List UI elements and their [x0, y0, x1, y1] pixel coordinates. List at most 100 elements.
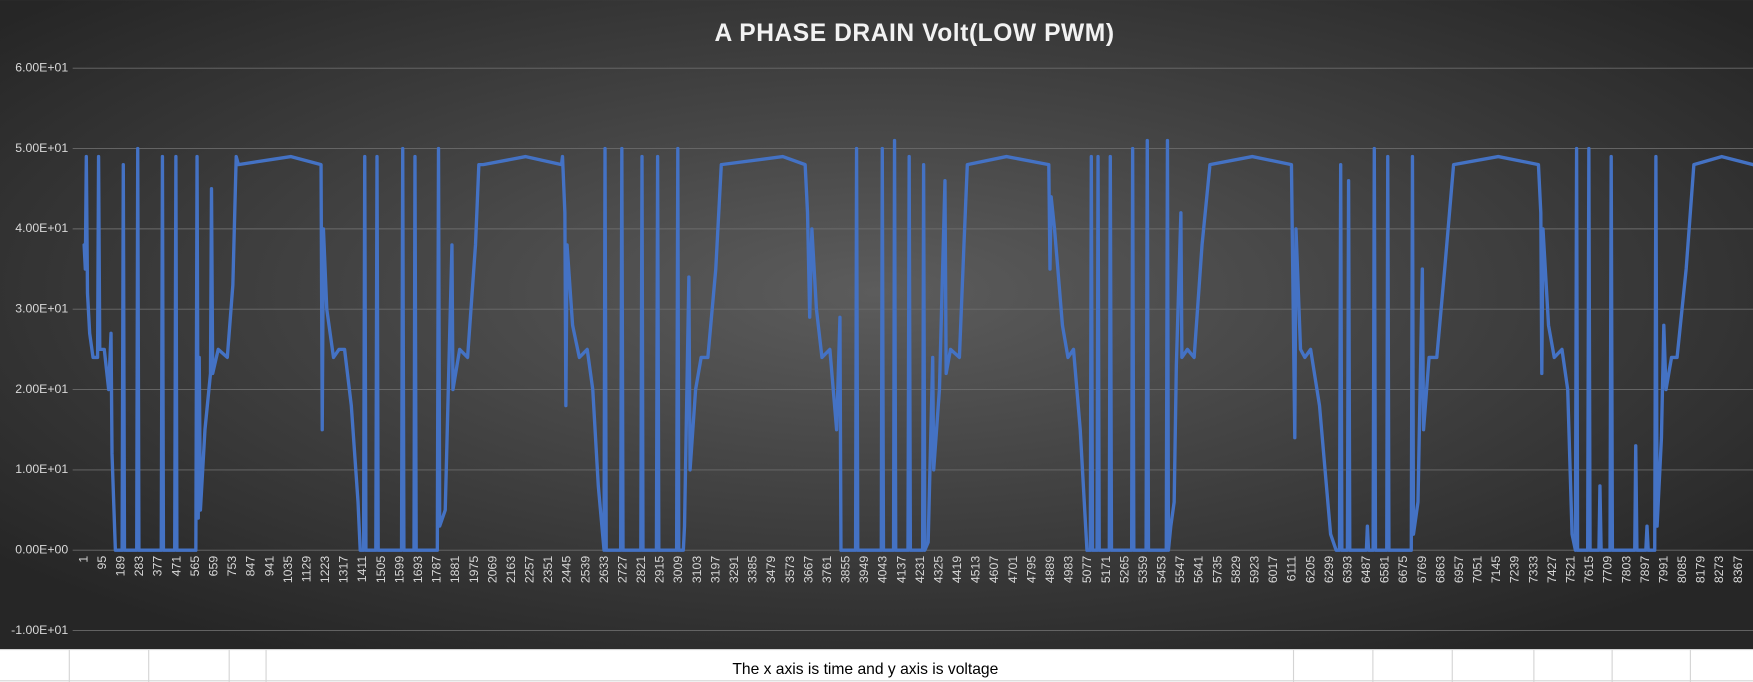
x-tick-label: 5077 — [1080, 556, 1094, 583]
x-tick-label: 7333 — [1526, 556, 1540, 583]
chart-area — [0, 0, 1753, 650]
x-tick-label: 7239 — [1508, 556, 1522, 583]
x-tick-label: 3761 — [820, 556, 834, 583]
x-tick-label: 5265 — [1117, 556, 1131, 583]
x-tick-label: 3291 — [727, 556, 741, 583]
x-tick-label: 6581 — [1378, 556, 1392, 583]
chart-title: A PHASE DRAIN Volt(LOW PWM) — [714, 20, 1114, 47]
x-tick-label: 753 — [225, 556, 239, 577]
x-tick-label: 2069 — [485, 556, 499, 583]
data-line — [82, 138, 1753, 552]
x-tick-label: 3103 — [690, 556, 704, 583]
x-tick-label: 471 — [169, 556, 183, 577]
x-tick-label: 6487 — [1359, 556, 1373, 583]
x-tick-label: 4325 — [931, 556, 945, 583]
x-tick-label: 7521 — [1564, 556, 1578, 583]
x-tick-label: 5923 — [1247, 556, 1261, 583]
x-tick-label: 8367 — [1731, 556, 1745, 583]
x-tick-label: 7427 — [1545, 556, 1559, 583]
x-tick-label: 6205 — [1303, 556, 1317, 583]
x-tick-label: 189 — [114, 556, 128, 577]
x-tick-label: 1129 — [299, 556, 313, 583]
x-tick-label: 2915 — [653, 556, 667, 583]
x-tick-label: 5829 — [1229, 556, 1243, 583]
y-tick-label: 0.00E+00 — [15, 542, 68, 556]
x-tick-label: 1599 — [392, 556, 406, 583]
x-tick-label: 3573 — [783, 556, 797, 583]
x-tick-label: 7709 — [1601, 556, 1615, 583]
x-tick-label: 4983 — [1062, 556, 1076, 583]
x-tick-label: 847 — [244, 556, 258, 577]
x-tick-label: 2633 — [597, 556, 611, 583]
x-tick-label: 5171 — [1099, 556, 1113, 583]
x-tick-label: 1693 — [411, 556, 425, 583]
x-tick-label: 4043 — [876, 556, 890, 583]
x-tick-label: 5641 — [1192, 556, 1206, 583]
y-tick-label: 3.00E+01 — [15, 301, 68, 315]
x-tick-label: 6017 — [1266, 556, 1280, 583]
x-tick-label: 7145 — [1489, 556, 1503, 583]
x-tick-label: 4607 — [987, 556, 1001, 583]
x-tick-label: 4889 — [1043, 556, 1057, 583]
x-tick-label: 6393 — [1340, 556, 1354, 583]
x-tick-label: 7803 — [1619, 556, 1633, 583]
x-tick-label: 2257 — [523, 556, 537, 583]
x-tick-label: 7615 — [1582, 556, 1596, 583]
y-tick-label: 5.00E+01 — [15, 141, 68, 155]
x-tick-label: 2351 — [541, 556, 555, 583]
x-tick-label: 4513 — [969, 556, 983, 583]
cell-text: The x axis is time and y axis is voltage — [732, 661, 998, 678]
x-tick-label: 1787 — [430, 556, 444, 583]
x-tick-label: 3855 — [839, 556, 853, 583]
x-tick-label: 7051 — [1471, 556, 1485, 583]
y-tick-label: 1.00E+01 — [15, 462, 68, 476]
x-tick-label: 2163 — [504, 556, 518, 583]
x-tick-label: 1223 — [318, 556, 332, 583]
x-tick-label: 4795 — [1024, 556, 1038, 583]
x-tick-label: 565 — [188, 556, 202, 577]
x-tick-label: 6863 — [1433, 556, 1447, 583]
x-tick-label: 5359 — [1136, 556, 1150, 583]
x-tick-label: 8085 — [1675, 556, 1689, 583]
sheet-row — [0, 649, 1753, 682]
x-tick-label: 2727 — [615, 556, 629, 583]
x-tick-label: 3385 — [746, 556, 760, 583]
x-tick-label: 377 — [151, 556, 165, 577]
x-tick-label: 95 — [95, 556, 109, 570]
x-tick-label: 659 — [207, 556, 221, 577]
x-tick-label: 4419 — [950, 556, 964, 583]
y-tick-label: 2.00E+01 — [15, 382, 68, 396]
sheet-grid — [0, 649, 1753, 682]
x-tick-label: 2445 — [560, 556, 574, 583]
y-tick-label: 6.00E+01 — [15, 60, 68, 74]
x-tick-label: 3197 — [708, 556, 722, 583]
x-tick-label: 6957 — [1452, 556, 1466, 583]
x-tick-label: 5735 — [1210, 556, 1224, 583]
x-tick-label: 2821 — [634, 556, 648, 583]
x-tick-label: 3949 — [857, 556, 871, 583]
x-tick-label: 3667 — [801, 556, 815, 583]
x-tick-label: 1317 — [337, 556, 351, 583]
x-tick-label: 6111 — [1285, 556, 1299, 582]
x-tick-label: 6299 — [1322, 556, 1336, 583]
x-tick-label: 8273 — [1712, 556, 1726, 583]
x-tick-label: 1411 — [355, 556, 369, 583]
y-tick-label: -1.00E+01 — [11, 623, 68, 637]
x-tick-label: 3009 — [671, 556, 685, 583]
x-tick-label: 6769 — [1415, 556, 1429, 583]
x-tick-label: 1881 — [448, 556, 462, 583]
y-tick-label: 4.00E+01 — [15, 221, 68, 235]
x-tick-label: 1035 — [281, 556, 295, 583]
x-tick-label: 2539 — [578, 556, 592, 583]
x-tick-label: 941 — [262, 556, 276, 577]
x-tick-label: 6675 — [1396, 556, 1410, 583]
x-tick-label: 8179 — [1694, 556, 1708, 583]
x-tick-label: 283 — [132, 556, 146, 577]
x-tick-label: 7991 — [1656, 556, 1670, 583]
x-tick-label: 4701 — [1006, 556, 1020, 583]
x-tick-label: 3479 — [764, 556, 778, 583]
x-tick-label: 5547 — [1173, 556, 1187, 583]
x-tick-label: 4137 — [894, 556, 908, 583]
